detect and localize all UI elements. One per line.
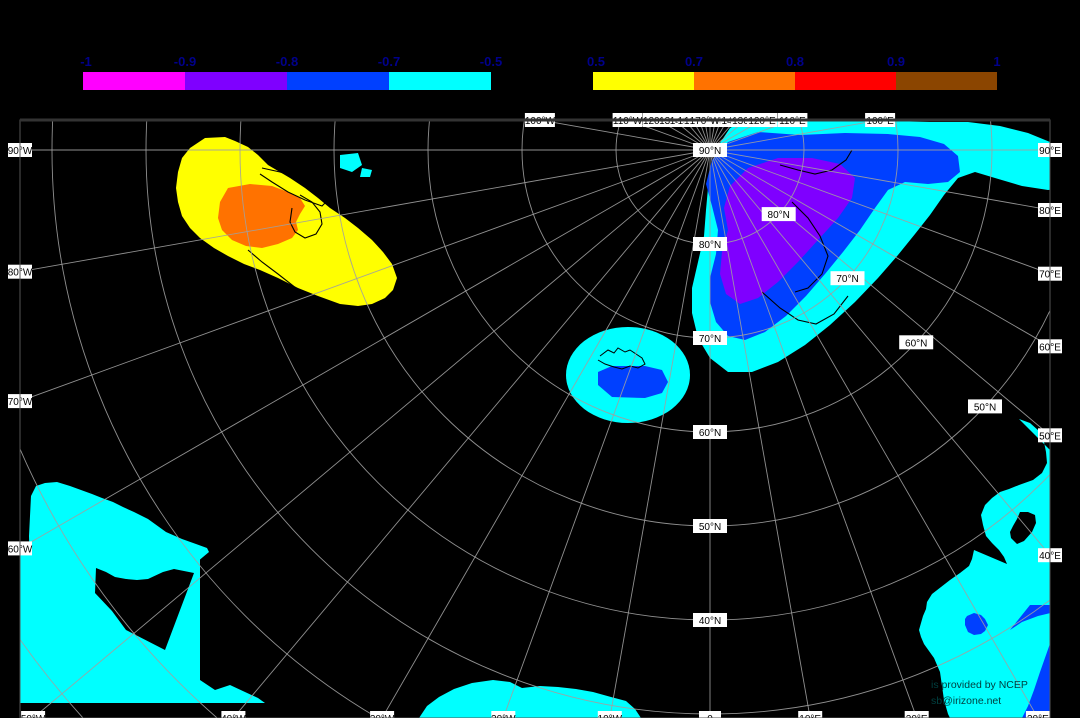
svg-text:0.8: 0.8	[786, 54, 804, 69]
svg-text:0.5: 0.5	[587, 54, 605, 69]
svg-text:sb@irizone.net: sb@irizone.net	[931, 695, 1001, 707]
svg-text:30°W: 30°W	[370, 714, 395, 718]
svg-text:70°N: 70°N	[699, 334, 721, 345]
svg-text:-0.7: -0.7	[378, 54, 400, 69]
svg-text:-0.9: -0.9	[174, 54, 196, 69]
svg-text:30°E: 30°E	[1027, 714, 1049, 718]
svg-text:20°E: 20°E	[906, 714, 928, 718]
svg-text:0.7: 0.7	[685, 54, 703, 69]
svg-text:50°N: 50°N	[974, 402, 996, 413]
svg-text:50°N: 50°N	[699, 522, 721, 533]
svg-text:40°W: 40°W	[221, 714, 246, 718]
svg-text:80°N: 80°N	[699, 240, 721, 251]
svg-text:is provided by NCEP: is provided by NCEP	[931, 679, 1028, 691]
svg-text:1: 1	[993, 54, 1000, 69]
svg-text:0: 0	[707, 714, 713, 718]
svg-text:50°W: 50°W	[21, 714, 46, 718]
svg-text:-0.8: -0.8	[276, 54, 298, 69]
svg-text:20°W: 20°W	[491, 714, 516, 718]
svg-text:10°W: 10°W	[598, 714, 623, 718]
svg-text:60°N: 60°N	[699, 428, 721, 439]
svg-text:40°N: 40°N	[699, 616, 721, 627]
svg-text:10°E: 10°E	[799, 714, 821, 718]
svg-text:80°N: 80°N	[768, 210, 790, 221]
svg-text:90°N: 90°N	[699, 146, 721, 157]
svg-text:0.9: 0.9	[887, 54, 905, 69]
svg-text:-0.5: -0.5	[480, 54, 502, 69]
svg-text:70°N: 70°N	[836, 274, 858, 285]
svg-text:-1: -1	[80, 54, 92, 69]
svg-text:60°N: 60°N	[905, 338, 927, 349]
